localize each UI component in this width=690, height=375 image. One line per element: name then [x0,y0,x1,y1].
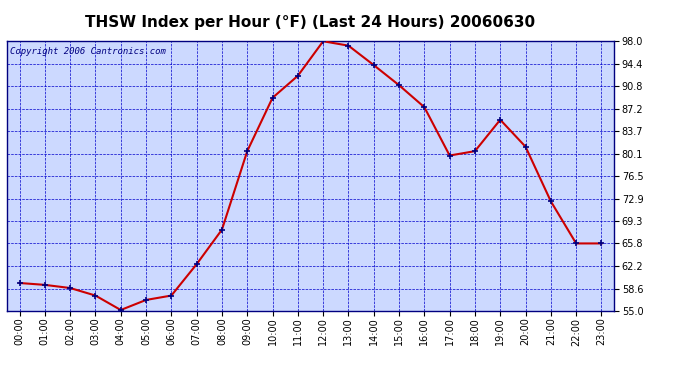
Text: Copyright 2006 Cantronics.com: Copyright 2006 Cantronics.com [10,46,166,56]
Text: THSW Index per Hour (°F) (Last 24 Hours) 20060630: THSW Index per Hour (°F) (Last 24 Hours)… [86,15,535,30]
